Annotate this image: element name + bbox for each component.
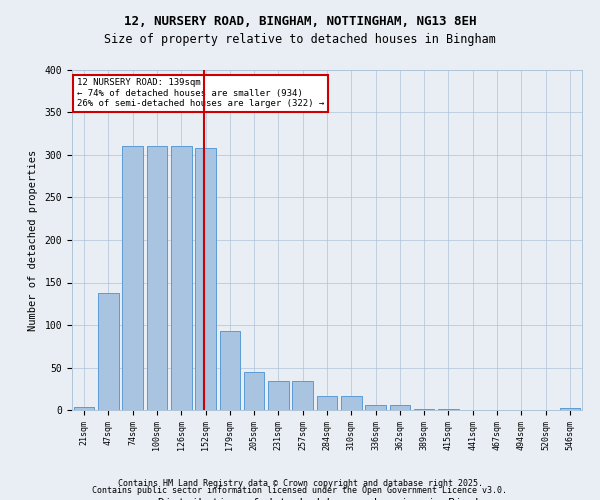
Text: 12, NURSERY ROAD, BINGHAM, NOTTINGHAM, NG13 8EH: 12, NURSERY ROAD, BINGHAM, NOTTINGHAM, N… bbox=[124, 15, 476, 28]
Bar bbox=[292, 381, 313, 410]
Bar bbox=[171, 146, 191, 410]
Bar bbox=[268, 381, 289, 410]
Bar bbox=[389, 405, 410, 410]
Bar bbox=[122, 146, 143, 410]
Text: 12 NURSERY ROAD: 139sqm
← 74% of detached houses are smaller (934)
26% of semi-d: 12 NURSERY ROAD: 139sqm ← 74% of detache… bbox=[77, 78, 324, 108]
Text: Size of property relative to detached houses in Bingham: Size of property relative to detached ho… bbox=[104, 32, 496, 46]
Bar bbox=[365, 405, 386, 410]
Bar bbox=[74, 406, 94, 410]
Bar bbox=[317, 396, 337, 410]
Bar bbox=[438, 409, 459, 410]
Text: Contains public sector information licensed under the Open Government Licence v3: Contains public sector information licen… bbox=[92, 486, 508, 495]
X-axis label: Distribution of detached houses by size in Bingham: Distribution of detached houses by size … bbox=[158, 498, 496, 500]
Bar bbox=[341, 396, 362, 410]
Bar bbox=[560, 408, 580, 410]
Bar bbox=[98, 292, 119, 410]
Bar bbox=[220, 331, 240, 410]
Bar bbox=[146, 146, 167, 410]
Text: Contains HM Land Registry data © Crown copyright and database right 2025.: Contains HM Land Registry data © Crown c… bbox=[118, 478, 482, 488]
Bar bbox=[195, 148, 216, 410]
Bar bbox=[414, 409, 434, 410]
Y-axis label: Number of detached properties: Number of detached properties bbox=[28, 150, 38, 330]
Bar bbox=[244, 372, 265, 410]
